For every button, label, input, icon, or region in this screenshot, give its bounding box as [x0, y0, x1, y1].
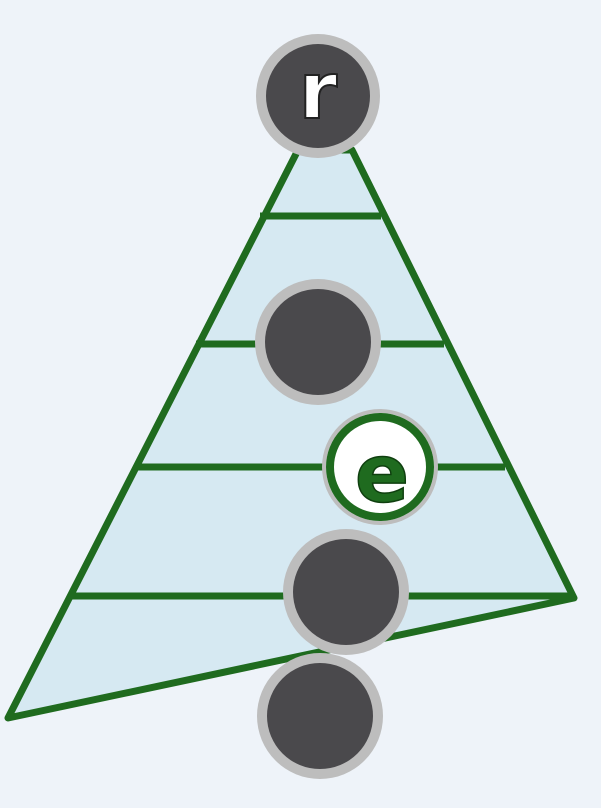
level-4-node	[283, 529, 409, 655]
level-triangle	[4, 146, 578, 722]
level-2-node	[255, 279, 381, 405]
highlighted-node: e	[322, 409, 438, 525]
root-node-label: r	[299, 47, 338, 137]
level-5-node	[257, 653, 383, 779]
highlighted-node-label: e	[355, 428, 409, 521]
root-node: r	[256, 34, 380, 158]
